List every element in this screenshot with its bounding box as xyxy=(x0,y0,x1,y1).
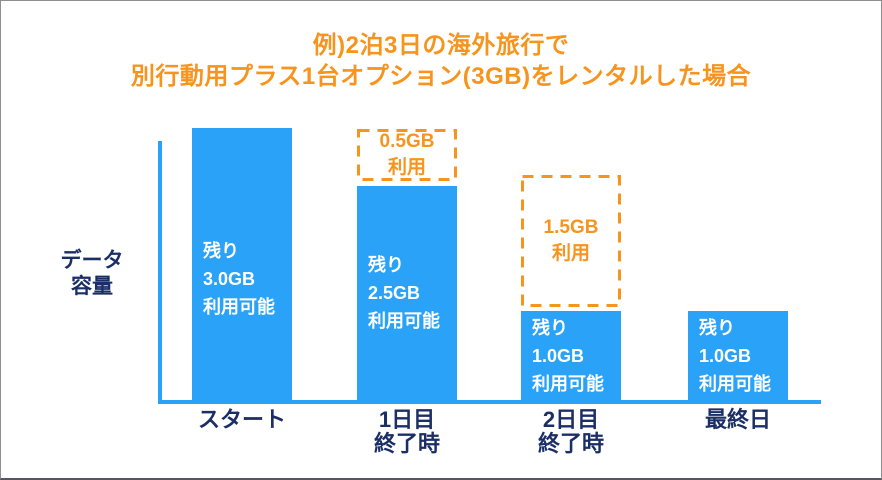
dashed-rect-icon xyxy=(357,129,457,181)
bar-value-label: 残り 1.0GB 利用可能 xyxy=(532,317,604,394)
x-tick-day1-end: 1日目 終了時 xyxy=(373,407,440,456)
bar-value-label: 残り 2.5GB 利用可能 xyxy=(368,255,440,331)
bar-day2-end: 残り 1.0GB 利用可能 xyxy=(521,311,621,400)
y-axis-line xyxy=(158,141,162,404)
dashed-rect-icon xyxy=(521,175,621,307)
bar-value-label: 残り 3.0GB 利用可能 xyxy=(203,241,275,317)
bar-final-day: 残り 1.0GB 利用可能 xyxy=(688,311,788,400)
bar-day1-end: 残り 2.5GB 利用可能 xyxy=(357,186,457,400)
used-data-box-day1: 0.5GB 利用 xyxy=(357,129,457,181)
used-data-label: 0.5GB 利用 xyxy=(379,131,435,178)
used-data-box-day2: 1.5GB 利用 xyxy=(521,175,621,307)
x-tick-start: スタート xyxy=(197,407,286,432)
bar-value-label: 残り 1.0GB 利用可能 xyxy=(699,317,771,394)
chart-title: 例)2泊3日の海外旅行で 別行動用プラス1台オプション(3GB)をレンタルした場… xyxy=(130,32,752,90)
bar-start: 残り 3.0GB 利用可能 xyxy=(192,128,292,400)
x-tick-final-day: 最終日 xyxy=(704,407,771,432)
x-tick-day2-end: 2日目 終了時 xyxy=(537,407,604,456)
used-data-label: 1.5GB 利用 xyxy=(543,217,599,264)
y-axis-label: データ 容量 xyxy=(60,249,124,298)
x-axis-line xyxy=(158,400,821,404)
